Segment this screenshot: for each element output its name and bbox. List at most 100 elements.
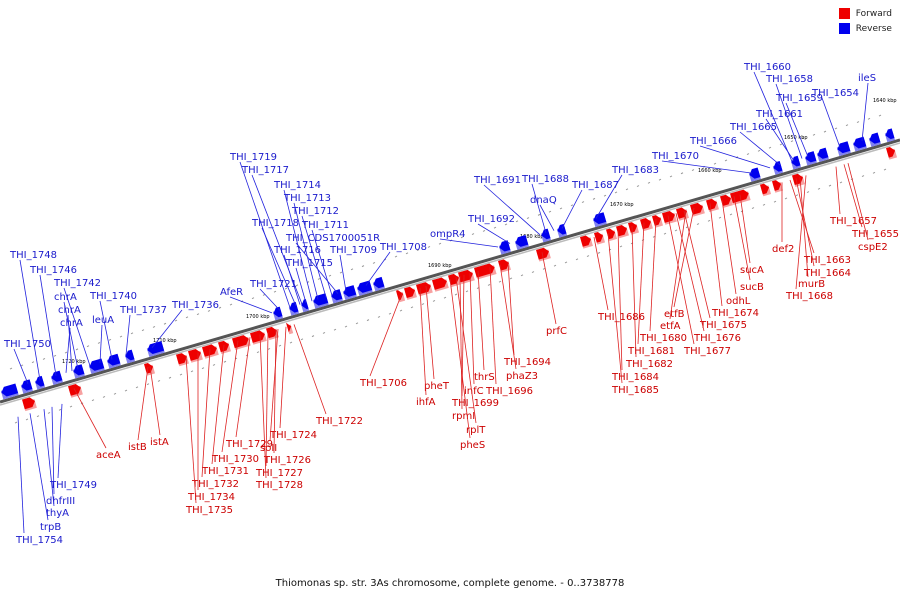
gene-label: chrA — [58, 305, 81, 316]
axis-dash — [812, 133, 816, 136]
axis-dash — [372, 261, 376, 264]
axis-dash — [471, 233, 475, 236]
leader-line — [201, 348, 211, 478]
axis-dash — [339, 271, 343, 274]
reverse-gene — [816, 147, 829, 162]
axis-dash — [438, 242, 442, 245]
gene-label: THI_1719 — [229, 152, 277, 163]
axis-dash — [300, 338, 304, 341]
kbp-tick-label: 1720 kbp — [62, 359, 86, 365]
axis-dash — [498, 280, 502, 283]
reverse-gene — [356, 280, 373, 296]
leader-line — [795, 175, 807, 290]
gene-label: aceA — [96, 450, 121, 461]
gene-label: THI_1661 — [755, 109, 803, 120]
reverse-gene — [124, 349, 136, 364]
axis-dash — [878, 114, 882, 117]
kbp-tick-label: 1690 kbp — [428, 263, 452, 269]
leader-line — [799, 177, 809, 278]
axis-dash — [421, 303, 425, 306]
gene-label: THI_1740 — [89, 291, 137, 302]
gene-label: thyA — [46, 508, 69, 519]
axis-dash — [146, 383, 150, 386]
leader-line — [301, 215, 327, 298]
leader-line — [293, 202, 319, 300]
axis-dash — [75, 348, 79, 351]
axis-dash — [361, 265, 365, 268]
gene-label: THI_1737 — [119, 305, 167, 316]
leader-line — [279, 326, 287, 429]
gene-label: THI_1718 — [251, 218, 299, 229]
gene-label: sucB — [740, 282, 764, 293]
gene-label: THI_1749 — [49, 480, 97, 491]
axis-dash — [520, 274, 524, 277]
leader-line — [151, 309, 183, 348]
map-caption: Thiomonas sp. str. 3As chromosome, compl… — [275, 578, 625, 589]
leader-line — [125, 314, 131, 356]
forward-gene — [458, 269, 475, 285]
gene-label: def2 — [772, 244, 794, 255]
axis-dash — [152, 326, 156, 328]
gene-label: thrS — [474, 372, 495, 383]
axis-dash — [322, 331, 326, 334]
leader-line — [667, 215, 695, 345]
kbp-tick-label: 1660 kbp — [698, 168, 722, 174]
axis-dash — [526, 217, 530, 220]
gene-label: THI_1663 — [803, 255, 851, 266]
leader-line — [607, 232, 623, 384]
gene-label: THI_1686 — [597, 312, 645, 323]
gene-label: rpmI — [452, 411, 475, 422]
axis-dash — [185, 316, 189, 319]
axis-dash — [482, 229, 486, 232]
axis-dash — [273, 290, 277, 293]
leader-line — [339, 254, 347, 292]
reverse-gene — [88, 358, 105, 374]
forward-gene — [772, 180, 784, 193]
axis-dash — [713, 162, 717, 165]
axis-dash — [625, 188, 629, 191]
forward-gene — [606, 228, 618, 242]
axis-dash — [768, 146, 772, 149]
legend: Forward Reverse — [838, 8, 892, 38]
axis-dash — [218, 306, 222, 309]
reverse-gene — [372, 276, 385, 292]
axis-dash — [856, 121, 860, 123]
axis-dash — [669, 175, 673, 178]
leader-line — [63, 301, 79, 370]
leader-line — [843, 164, 863, 228]
gene-label: THI_1675 — [699, 320, 747, 331]
leader-line — [99, 324, 103, 363]
leader-line — [455, 277, 477, 424]
axis-dash — [119, 335, 123, 338]
forward-gene — [432, 277, 449, 292]
axis-dash — [718, 216, 722, 219]
axis-dash — [53, 354, 57, 357]
axis-dash — [553, 264, 557, 267]
axis-dash — [674, 229, 678, 232]
axis-dash — [399, 309, 403, 312]
axis-dash — [460, 236, 464, 239]
leader-line — [595, 174, 623, 219]
leader-line — [211, 344, 225, 465]
leader-line — [261, 227, 297, 306]
axis-dash — [861, 175, 865, 177]
gene-label: THI_1684 — [611, 372, 659, 383]
axis-dash — [509, 277, 513, 280]
gene-label: THI_1687 — [571, 180, 619, 191]
reverse-gene — [300, 298, 310, 313]
leader-line — [259, 288, 281, 311]
reverse-gene — [772, 161, 784, 175]
leader-line — [661, 160, 753, 174]
leader-line — [311, 229, 333, 296]
leader-line — [631, 226, 637, 358]
gene-label: etfB — [664, 309, 685, 320]
axis-dash — [570, 204, 574, 207]
reverse-gene — [836, 141, 851, 157]
leader-line — [295, 242, 339, 294]
axis-dash — [289, 341, 293, 344]
gene-label: dnaQ — [530, 195, 557, 206]
axis-ticks — [9, 114, 887, 424]
reverse-swatch — [838, 23, 850, 34]
gene-label: THI_1728 — [255, 480, 303, 491]
